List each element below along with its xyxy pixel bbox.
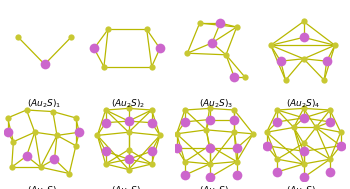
Text: $(Au_2S)_7$: $(Au_2S)_7$ [199, 184, 233, 189]
Text: $(Au_2S)_4$: $(Au_2S)_4$ [286, 97, 321, 110]
Text: $(Au_2S)_3$: $(Au_2S)_3$ [199, 97, 233, 110]
Text: $(Au_2S)_6$: $(Au_2S)_6$ [111, 184, 146, 189]
Text: $(Au_2S)_1$: $(Au_2S)_1$ [27, 97, 62, 110]
Text: $(Au_2S)_2$: $(Au_2S)_2$ [111, 97, 146, 110]
Text: $(Au_2S)_8$: $(Au_2S)_8$ [286, 184, 321, 189]
Text: $(Au_2S)_5$: $(Au_2S)_5$ [27, 184, 62, 189]
